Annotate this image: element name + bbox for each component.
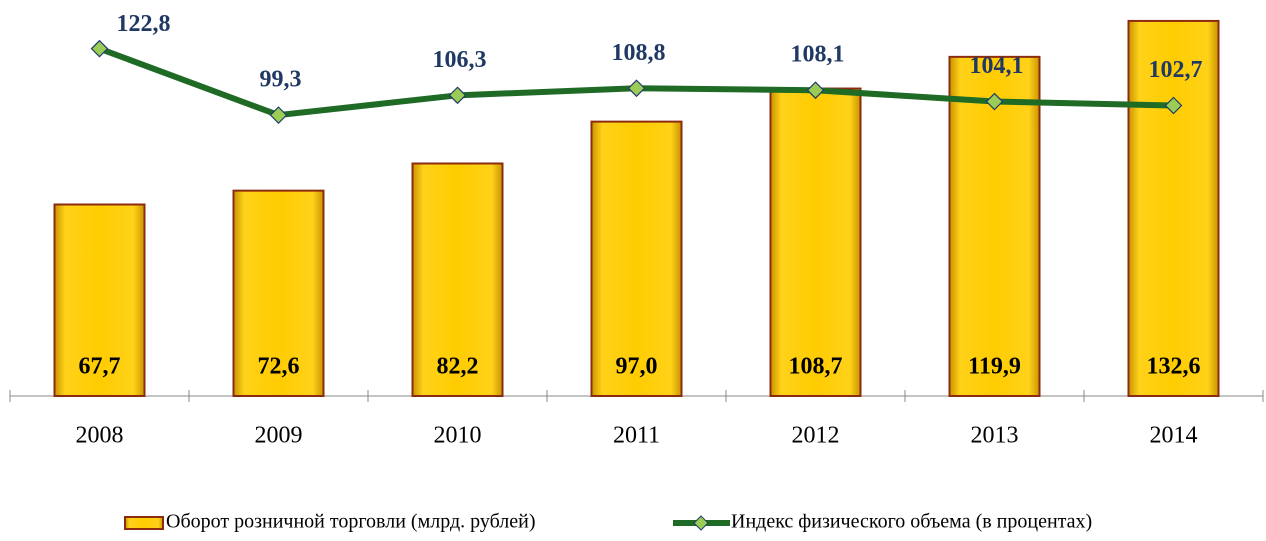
bar-value-label: 72,6	[258, 354, 300, 380]
bar	[948, 55, 1041, 398]
line-marker	[448, 86, 467, 105]
x-tick-label: 2011	[613, 423, 660, 449]
bar	[1127, 19, 1220, 398]
line-value-label: 108,8	[612, 40, 666, 66]
legend-label: Оборот розничной торговли (млрд. рублей)	[166, 511, 536, 533]
x-tick-label: 2013	[971, 423, 1019, 449]
bar-value-label: 119,9	[968, 354, 1021, 380]
x-tick-label: 2008	[76, 423, 124, 449]
bar-value-label: 97,0	[616, 354, 658, 380]
line-value-label: 122,8	[117, 11, 171, 37]
bar	[232, 189, 325, 397]
line-marker	[269, 106, 288, 124]
bar-value-label: 82,2	[437, 354, 479, 380]
bar	[590, 120, 683, 397]
line-marker	[985, 92, 1004, 111]
line-value-label: 106,3	[433, 47, 487, 73]
line-marker	[806, 81, 825, 100]
x-tick-label: 2014	[1150, 423, 1198, 449]
line-marker	[90, 39, 109, 58]
bar-value-label: 108,7	[789, 354, 843, 380]
bar	[53, 203, 146, 397]
x-tick-label: 2010	[434, 423, 482, 449]
line-value-label: 99,3	[260, 67, 302, 93]
line-marker	[1164, 96, 1183, 115]
line-value-label: 108,1	[791, 42, 845, 68]
bar	[411, 162, 504, 397]
bar	[769, 87, 862, 398]
legend-label: Индекс физического объема (в процентах)	[731, 511, 1092, 533]
line-value-label: 104,1	[970, 53, 1024, 79]
line-value-label: 102,7	[1149, 57, 1203, 83]
legend-swatch	[124, 516, 164, 530]
x-tick-label: 2009	[255, 423, 303, 449]
bar-value-label: 67,7	[79, 354, 121, 380]
legend-marker	[693, 515, 709, 531]
x-tick-label: 2012	[792, 423, 840, 449]
bar-value-label: 132,6	[1147, 354, 1201, 380]
line-marker	[627, 79, 646, 98]
